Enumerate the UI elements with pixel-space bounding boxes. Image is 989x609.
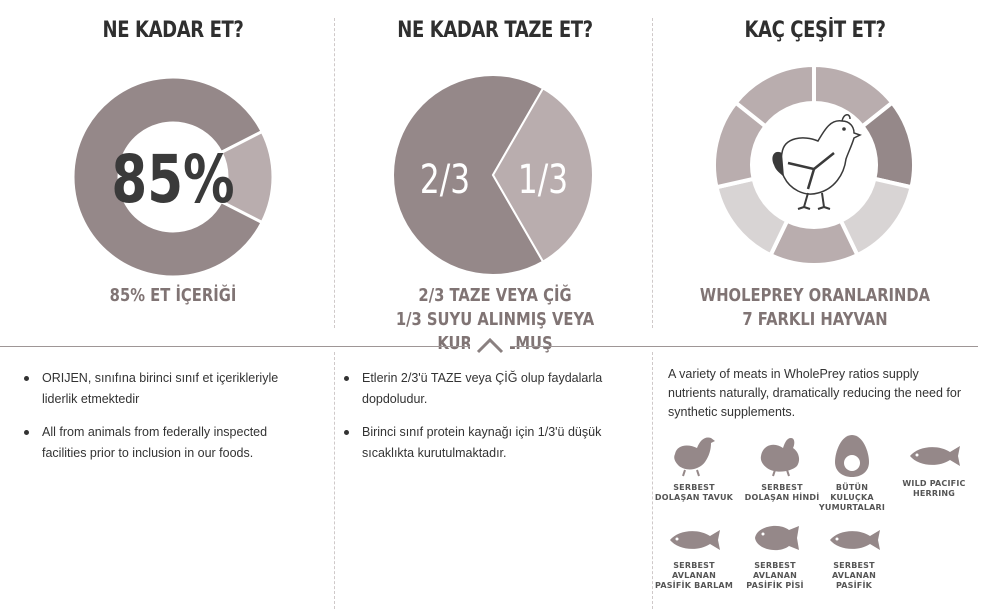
bullet-list-freshness: Etlerin 2/3'ü TAZE veya ÇİĞ olup faydala… <box>342 368 632 476</box>
animal-herring: WILD PACIFIC HERRING <box>894 438 974 499</box>
bullet-text: ORIJEN, sınıfına birinci sınıf et içerik… <box>42 371 279 406</box>
bullet-text: All from animals from federally inspecte… <box>42 425 268 460</box>
column-divider <box>334 352 335 609</box>
slice-label-two-thirds: 2/3 <box>420 157 470 203</box>
title-how-much-meat: NE KADAR ET? <box>102 18 244 43</box>
donut-chart-svg: 85% <box>73 77 273 277</box>
title-how-much-fresh-meat: NE KADAR TAZE ET? <box>397 18 593 43</box>
chicken-icon <box>674 437 715 477</box>
donut-chart-meat-content: 85% <box>73 77 273 277</box>
animal-label: BÜTÜN KULUÇKA YUMURTALARI <box>812 483 892 513</box>
animal-label-line: SERBEST <box>833 561 875 570</box>
animal-label-line: YUMURTALARI <box>818 503 886 512</box>
subtitle-line: 7 FARKLI HAYVAN <box>742 309 888 330</box>
column-divider <box>334 18 335 328</box>
animal-label-line: KULUÇKA <box>830 493 874 502</box>
subtitle-line: WHOLEPREY ORANLARINDA <box>699 285 931 306</box>
list-item: ORIJEN, sınıfına birinci sınıf et içerik… <box>22 368 312 410</box>
wholeprey-paragraph: A variety of meats in WholePrey ratios s… <box>668 367 961 419</box>
animal-label-line: SERBEST <box>761 483 803 492</box>
animal-label-line: WILD PACIFIC <box>902 479 966 488</box>
subtitle-meat-content: 85% ET İÇERİĞİ <box>38 284 309 308</box>
animal-label-line: SERBEST <box>673 561 715 570</box>
egg-icon <box>835 435 869 477</box>
chart-slice <box>733 63 816 130</box>
animal-label-line: SERBEST <box>754 561 796 570</box>
animal-pacific-fish: SERBEST AVLANAN PASİFİK <box>814 524 894 591</box>
animal-label: SERBEST DOLAŞAN TAVUK <box>654 483 734 503</box>
column-divider <box>652 352 653 609</box>
subtitle-seven-animals: WHOLEPREY ORANLARINDA 7 FARKLI HAYVAN <box>680 284 951 332</box>
pie-chart-freshness: 2/3 1/3 <box>393 75 593 275</box>
animal-label-line: DOLAŞAN HİNDİ <box>744 493 820 502</box>
chevron-up-icon <box>470 332 510 354</box>
chart-slice <box>219 129 273 225</box>
list-item: All from animals from federally inspecte… <box>22 422 312 464</box>
animal-label: SERBEST DOLAŞAN HİNDİ <box>742 483 822 503</box>
subtitle-line: 2/3 TAZE VEYA ÇİĞ <box>418 285 572 306</box>
flounder-icon <box>755 525 799 551</box>
animal-label-line: AVLANAN <box>831 571 877 580</box>
animal-pacific-flounder: SERBEST AVLANAN PASİFİK PİSİ <box>735 520 815 591</box>
animal-label: SERBEST AVLANAN PASİFİK PİSİ <box>735 561 815 591</box>
animal-pacific-rockfish: SERBEST AVLANAN PASİFİK BARLAM <box>654 524 734 591</box>
animal-label-line: SERBEST <box>673 483 715 492</box>
fish-icon <box>670 530 720 550</box>
animal-label: SERBEST AVLANAN PASİFİK <box>814 561 894 591</box>
chart-slice <box>393 75 545 275</box>
animal-egg: BÜTÜN KULUÇKA YUMURTALARI <box>812 432 892 513</box>
animal-chicken: SERBEST DOLAŞAN TAVUK <box>654 434 734 503</box>
bullet-list-meat: ORIJEN, sınıfına birinci sınıf et içerik… <box>22 368 312 476</box>
animal-turkey: SERBEST DOLAŞAN HİNDİ <box>742 434 822 503</box>
list-item: Etlerin 2/3'ü TAZE veya ÇİĞ olup faydala… <box>342 368 632 410</box>
animal-label-line: PASİFİK PİSİ <box>746 581 804 590</box>
animal-label-line: HERRING <box>912 489 956 498</box>
slice-label-one-third: 1/3 <box>518 157 568 203</box>
subtitle-line: 85% ET İÇERİĞİ <box>109 285 237 306</box>
animal-label-line: PASİFİK BARLAM <box>655 581 733 590</box>
chart-slice <box>73 77 265 277</box>
animal-label-line: BÜTÜN <box>835 483 869 492</box>
donut-center-label: 85% <box>111 141 234 218</box>
seven-segment-donut-svg <box>712 63 916 267</box>
column-divider <box>652 18 653 328</box>
herring-icon <box>910 446 960 466</box>
chart-slice <box>714 176 790 258</box>
list-item: Birinci sınıf protein kaynağı için 1/3'ü… <box>342 422 632 464</box>
bullet-text: Birinci sınıf protein kaynağı için 1/3'ü… <box>362 425 602 460</box>
animal-label-line: DOLAŞAN TAVUK <box>654 493 734 502</box>
animal-label-line: PASİFİK <box>835 581 873 590</box>
bullet-text: Etlerin 2/3'ü TAZE veya ÇİĞ olup faydala… <box>362 371 603 406</box>
animal-label: SERBEST AVLANAN PASİFİK BARLAM <box>654 561 734 591</box>
turkey-icon <box>760 438 800 477</box>
animal-label: WILD PACIFIC HERRING <box>894 479 974 499</box>
title-how-many-meats: KAÇ ÇEŞİT ET? <box>744 18 886 43</box>
chart-slice <box>491 87 593 263</box>
animal-label-line: AVLANAN <box>671 571 717 580</box>
fish-icon <box>830 530 880 550</box>
donut-chart-seven-animals <box>712 63 916 267</box>
animal-label-line: AVLANAN <box>752 571 798 580</box>
pie-chart-svg: 2/3 1/3 <box>393 75 593 275</box>
chicken-icon <box>772 114 862 210</box>
